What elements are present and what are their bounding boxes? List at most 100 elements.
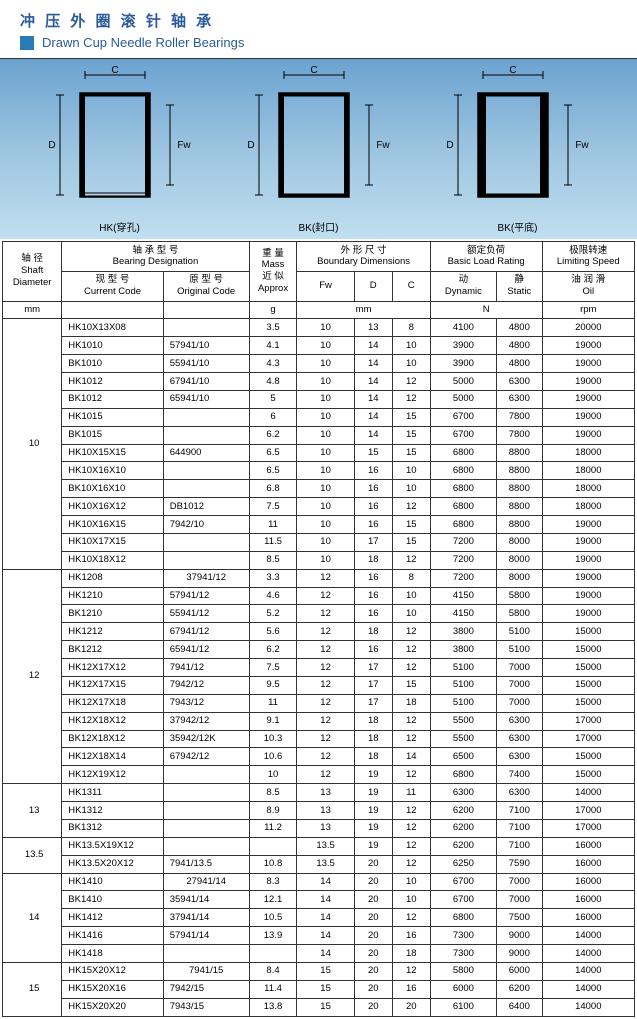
- diagram-panel: C D Fw HK(穿孔) C D: [0, 59, 637, 239]
- cell-original: [163, 766, 249, 784]
- cell-mass: 6: [249, 408, 297, 426]
- cell-mass: 10.3: [249, 730, 297, 748]
- cell-dynamic: 5100: [430, 659, 496, 677]
- table-row: HK101057941/104.11014103900480019000: [3, 337, 635, 355]
- cell-static: 6200: [497, 980, 542, 998]
- cell-original: [163, 319, 249, 337]
- cell-current: HK10X15X15: [62, 444, 163, 462]
- cell-static: 5100: [497, 641, 542, 659]
- cell-mass: 4.3: [249, 355, 297, 373]
- cell-rpm: 19000: [542, 426, 634, 444]
- cell-static: 8000: [497, 533, 542, 551]
- cell-dynamic: 6700: [430, 426, 496, 444]
- cell-c: 10: [392, 873, 430, 891]
- cell-static: 6000: [497, 962, 542, 980]
- cell-dynamic: 4150: [430, 587, 496, 605]
- cell-rpm: 14000: [542, 980, 634, 998]
- cell-rpm: 16000: [542, 855, 634, 873]
- svg-text:Fw: Fw: [575, 140, 589, 151]
- cell-d: 17: [354, 659, 392, 677]
- bearing-diagram: C D Fw BK(平底): [438, 65, 598, 234]
- cell-fw: 13: [297, 784, 354, 802]
- cell-static: 7100: [497, 819, 542, 837]
- th-fw: Fw: [297, 271, 354, 301]
- cell-static: 6400: [497, 998, 542, 1016]
- cell-fw: 14: [297, 927, 354, 945]
- cell-dynamic: 5500: [430, 712, 496, 730]
- cell-c: 11: [392, 784, 430, 802]
- cell-rpm: 15000: [542, 623, 634, 641]
- table-row: HK10X17X1511.51017157200800019000: [3, 533, 635, 551]
- cell-d: 18: [354, 551, 392, 569]
- cell-static: 6300: [497, 390, 542, 408]
- cell-current: HK10X16X12: [62, 498, 163, 516]
- cell-d: 16: [354, 641, 392, 659]
- cell-fw: 12: [297, 623, 354, 641]
- cell-current: HK1015: [62, 408, 163, 426]
- cell-dynamic: 5000: [430, 373, 496, 391]
- cell-static: 7100: [497, 802, 542, 820]
- cell-fw: 13: [297, 819, 354, 837]
- diagram-svg: C D Fw: [239, 65, 399, 215]
- table-row: HK10X16X106.51016106800880018000: [3, 462, 635, 480]
- cell-current: HK15X20X12: [62, 962, 163, 980]
- cell-d: 16: [354, 605, 392, 623]
- cell-rpm: 19000: [542, 390, 634, 408]
- cell-rpm: 15000: [542, 676, 634, 694]
- cell-fw: 12: [297, 748, 354, 766]
- cell-fw: 12: [297, 766, 354, 784]
- cell-mass: 9.5: [249, 676, 297, 694]
- cell-dynamic: 3900: [430, 355, 496, 373]
- cell-fw: 15: [297, 962, 354, 980]
- cell-rpm: 19000: [542, 569, 634, 587]
- cell-current: BK1410: [62, 891, 163, 909]
- cell-original: 65941/12: [163, 641, 249, 659]
- cell-fw: 14: [297, 909, 354, 927]
- table-row: HK121267941/125.61218123800510015000: [3, 623, 635, 641]
- cell-fw: 10: [297, 373, 354, 391]
- cell-static: 7100: [497, 837, 542, 855]
- cell-current: HK12X19X12: [62, 766, 163, 784]
- cell-current: HK1208: [62, 569, 163, 587]
- cell-dynamic: 6700: [430, 873, 496, 891]
- cell-fw: 12: [297, 587, 354, 605]
- cell-dynamic: 5100: [430, 694, 496, 712]
- cell-dynamic: 7300: [430, 927, 496, 945]
- table-row: HK12X18X1467942/1210.6121814650063001500…: [3, 748, 635, 766]
- cell-dynamic: 6200: [430, 837, 496, 855]
- cell-dynamic: 6250: [430, 855, 496, 873]
- cell-mass: 6.8: [249, 480, 297, 498]
- cell-static: 8800: [497, 462, 542, 480]
- cell-mass: [249, 945, 297, 963]
- cell-c: 12: [392, 802, 430, 820]
- svg-text:D: D: [247, 140, 254, 151]
- cell-d: 14: [354, 355, 392, 373]
- cell-static: 7000: [497, 694, 542, 712]
- cell-static: 7000: [497, 873, 542, 891]
- cell-current: BK1010: [62, 355, 163, 373]
- shaft-cell: 13.5: [3, 837, 62, 873]
- cell-original: 57941/12: [163, 587, 249, 605]
- cell-static: 4800: [497, 337, 542, 355]
- th-mass-unit: g: [249, 301, 297, 319]
- cell-dynamic: 3800: [430, 641, 496, 659]
- th-shaft: 轴 径 Shaft Diameter: [3, 242, 62, 302]
- cell-mass: 4.6: [249, 587, 297, 605]
- cell-fw: 12: [297, 659, 354, 677]
- shaft-cell: 15: [3, 962, 62, 1016]
- cell-fw: 10: [297, 408, 354, 426]
- cell-d: 20: [354, 998, 392, 1016]
- table-row: HK13.5X20X127941/13.510.813.520126250759…: [3, 855, 635, 873]
- cell-dynamic: 4150: [430, 605, 496, 623]
- th-static: 静 Static: [497, 271, 542, 301]
- cell-dynamic: 3900: [430, 337, 496, 355]
- th-speed-unit: rpm: [542, 301, 634, 319]
- cell-current: HK1412: [62, 909, 163, 927]
- cell-dynamic: 6700: [430, 891, 496, 909]
- cell-d: 14: [354, 390, 392, 408]
- th-shaft-unit: mm: [3, 301, 62, 319]
- cell-fw: 14: [297, 891, 354, 909]
- cell-d: 16: [354, 498, 392, 516]
- cell-fw: 12: [297, 712, 354, 730]
- svg-text:Fw: Fw: [376, 140, 390, 151]
